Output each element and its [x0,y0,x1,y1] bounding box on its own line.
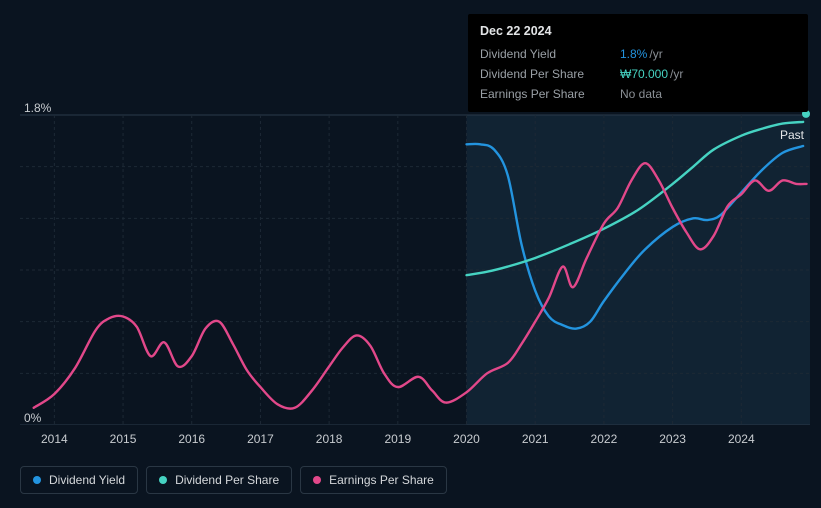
tooltip-row-suffix: /yr [649,47,662,61]
past-label: Past [780,128,804,142]
legend-label: Dividend Yield [49,473,125,487]
tooltip-date: Dec 22 2024 [468,22,808,44]
legend-dot [159,476,167,484]
tooltip-row-value: 1.8% [620,47,647,61]
yaxis-tick-label: 1.8% [24,101,51,115]
legend-label: Dividend Per Share [175,473,279,487]
legend: Dividend Yield Dividend Per Share Earnings… [20,466,447,494]
legend-item-dividend_per_share[interactable]: Dividend Per Share [146,466,292,494]
legend-dot [33,476,41,484]
tooltip-row: Earnings Per ShareNo data [468,84,808,104]
tooltip-row-label: Dividend Per Share [480,67,620,81]
xaxis-tick-label: 2020 [453,432,480,446]
xaxis-tick-label: 2019 [384,432,411,446]
yaxis-tick-label: 0% [24,411,41,425]
xaxis-tick-label: 2022 [591,432,618,446]
xaxis-tick-label: 2014 [41,432,68,446]
tooltip-row: Dividend Per Share₩70.000 /yr [468,64,808,84]
xaxis-tick-label: 2024 [728,432,755,446]
tooltip-row-value: No data [620,87,662,101]
legend-item-earnings_per_share[interactable]: Earnings Per Share [300,466,447,494]
x-axis: 2014 2015 2016 2017 2018 2019 2020 2021 2022 2023… [20,432,810,452]
xaxis-tick-label: 2016 [178,432,205,446]
tooltip-row-label: Earnings Per Share [480,87,620,101]
tooltip-row: Dividend Yield1.8% /yr [468,44,808,64]
xaxis-tick-label: 2017 [247,432,274,446]
xaxis-tick-label: 2021 [522,432,549,446]
tooltip: Dec 22 2024 Dividend Yield1.8% /yrDivide… [468,14,808,112]
legend-label: Earnings Per Share [329,473,434,487]
tooltip-row-suffix: /yr [670,67,683,81]
xaxis-tick-label: 2023 [659,432,686,446]
xaxis-tick-label: 2015 [110,432,137,446]
tooltip-row-value: ₩70.000 [620,67,668,81]
tooltip-row-label: Dividend Yield [480,47,620,61]
legend-item-dividend_yield[interactable]: Dividend Yield [20,466,138,494]
legend-dot [313,476,321,484]
xaxis-tick-label: 2018 [316,432,343,446]
